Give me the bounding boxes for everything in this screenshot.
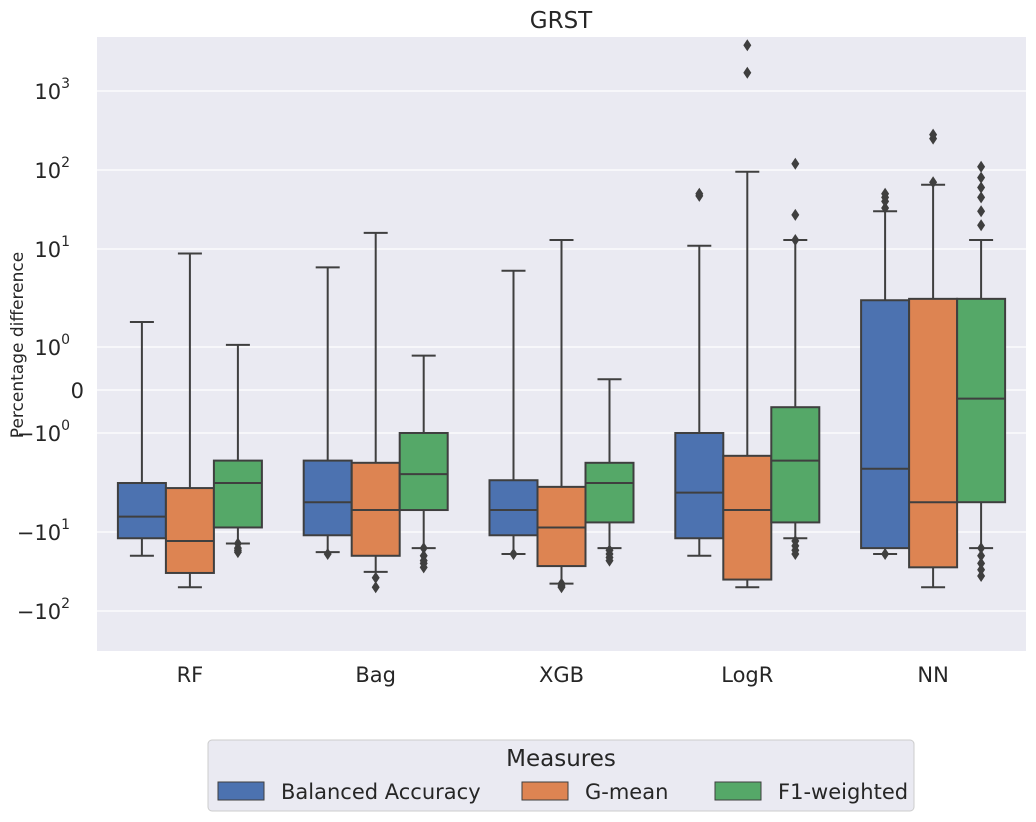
outlier-marker: [977, 205, 986, 218]
outlier-marker: [695, 187, 704, 200]
outlier-marker: [929, 176, 938, 189]
outlier-marker: [929, 128, 938, 141]
outlier-marker: [419, 542, 428, 555]
outlier-marker: [977, 549, 986, 562]
outlier-marker: [743, 66, 752, 79]
legend-entries: Balanced Accuracy G-mean F1-weighted: [217, 780, 908, 804]
outlier-marker: [371, 581, 380, 594]
y-tick-label: 102: [34, 155, 70, 183]
outlier-marker: [977, 557, 986, 570]
outlier-marker: [791, 233, 800, 246]
outlier-marker: [881, 202, 890, 215]
outlier-marker: [977, 563, 986, 576]
box-body: [722, 454, 773, 581]
x-tick-labels: RF Bag XGB LogR NN: [177, 663, 949, 687]
outlier-marker: [605, 554, 614, 567]
x-tick-label: NN: [917, 663, 948, 687]
box-bag-f1-weighted: [398, 354, 449, 574]
outlier-marker: [791, 157, 800, 170]
box-body: [770, 406, 821, 524]
box-xgb-g-mean: [536, 238, 587, 594]
box-nn-balanced-accuracy: [860, 187, 911, 561]
box-logr-g-mean: [722, 39, 773, 589]
legend-swatch: [521, 781, 569, 801]
box-body: [908, 297, 959, 569]
box-body: [488, 479, 539, 537]
boxes: [116, 39, 1007, 594]
legend-label: G-mean: [585, 780, 668, 804]
outlier-marker: [233, 546, 242, 559]
legend-swatch: [217, 781, 265, 801]
chart-title: GRST: [530, 8, 593, 34]
box-body: [674, 432, 725, 540]
box-body: [860, 299, 911, 550]
y-tick-label: 103: [34, 76, 70, 104]
outlier-marker: [977, 542, 986, 555]
x-tick-label: RF: [177, 663, 204, 687]
outlier-marker: [977, 160, 986, 173]
outlier-marker: [557, 581, 566, 594]
outlier-marker: [977, 569, 986, 582]
box-body: [212, 459, 263, 529]
box-body: [164, 487, 215, 574]
outlier-marker: [509, 548, 518, 561]
box-body: [956, 297, 1007, 504]
box-xgb-f1-weighted: [584, 378, 635, 567]
x-tick-label: Bag: [355, 663, 396, 687]
outlier-marker: [791, 548, 800, 561]
box-rf-f1-weighted: [212, 343, 263, 559]
box-nn-f1-weighted: [956, 160, 1007, 582]
box-body: [398, 432, 449, 512]
y-tick-label: −102: [17, 596, 70, 624]
box-body: [116, 482, 167, 540]
outlier-marker: [881, 187, 890, 200]
box-bag-g-mean: [350, 231, 401, 594]
outlier-marker: [977, 171, 986, 184]
legend: Measures Balanced Accuracy G-mean F1-weigh…: [207, 739, 915, 812]
legend-label: F1-weighted: [778, 780, 908, 804]
outlier-marker: [977, 219, 986, 232]
outlier-marker: [977, 181, 986, 194]
box-rf-balanced-accuracy: [116, 320, 167, 557]
box-body: [302, 459, 353, 537]
outlier-marker: [791, 208, 800, 221]
box-bag-balanced-accuracy: [302, 266, 353, 561]
y-tick-label: 100: [34, 332, 70, 360]
y-tick-label: −101: [17, 517, 70, 545]
legend-swatch: [714, 781, 762, 801]
outlier-marker: [743, 39, 752, 52]
y-tick-label: 0: [71, 379, 84, 403]
outlier-marker: [977, 191, 986, 204]
y-tick-label: 101: [34, 234, 70, 262]
outlier-marker: [371, 571, 380, 584]
legend-label: Balanced Accuracy: [281, 780, 481, 804]
x-tick-label: XGB: [539, 663, 584, 687]
x-tick-label: LogR: [721, 663, 773, 687]
legend-title: Measures: [506, 746, 616, 772]
box-logr-f1-weighted: [770, 157, 821, 561]
outlier-marker: [419, 561, 428, 574]
box-body: [584, 461, 635, 524]
y-axis-label: Percentage difference: [8, 252, 28, 438]
outlier-marker: [323, 548, 332, 561]
y-tick-label: −100: [17, 418, 70, 446]
box-rf-g-mean: [164, 252, 215, 589]
box-logr-balanced-accuracy: [674, 187, 725, 557]
outlier-marker: [881, 548, 890, 561]
